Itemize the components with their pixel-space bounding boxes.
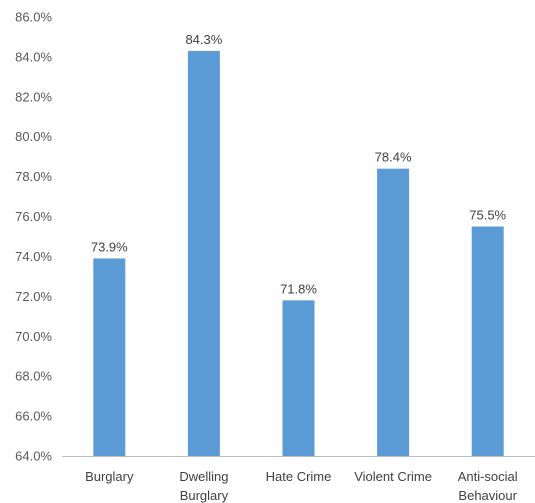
y-tick-label: 70.0% bbox=[15, 329, 52, 344]
data-label: 78.4% bbox=[375, 150, 412, 165]
bar bbox=[187, 50, 220, 456]
y-tick-label: 86.0% bbox=[15, 10, 52, 25]
y-axis: 64.0% 66.0% 68.0% 70.0% 72.0% 74.0% 76.0% 78.0%… bbox=[15, 10, 52, 464]
category-label: Burglary bbox=[85, 469, 134, 484]
y-tick-label: 80.0% bbox=[15, 129, 52, 144]
data-label: 84.3% bbox=[185, 32, 222, 47]
bar bbox=[471, 226, 504, 456]
category-labels: Burglary Dwelling Burglary Hate Crime Violen… bbox=[85, 469, 518, 503]
category-label: Violent Crime bbox=[354, 469, 432, 484]
category-label: Behaviour bbox=[458, 488, 517, 503]
y-tick-label: 82.0% bbox=[15, 89, 52, 104]
category-label: Dwelling bbox=[179, 469, 228, 484]
bars bbox=[93, 50, 504, 456]
y-tick-label: 66.0% bbox=[15, 409, 52, 424]
bar bbox=[93, 258, 126, 456]
data-label: 73.9% bbox=[91, 239, 128, 254]
y-tick-label: 64.0% bbox=[15, 449, 52, 464]
category-label: Anti-social bbox=[458, 469, 518, 484]
y-tick-label: 76.0% bbox=[15, 209, 52, 224]
y-tick-label: 84.0% bbox=[15, 49, 52, 64]
category-label: Hate Crime bbox=[266, 469, 332, 484]
data-labels: 73.9% 84.3% 71.8% 78.4% 75.5% bbox=[91, 32, 507, 296]
y-tick-label: 74.0% bbox=[15, 249, 52, 264]
data-label: 75.5% bbox=[469, 208, 506, 223]
y-tick-label: 72.0% bbox=[15, 289, 52, 304]
bar bbox=[282, 300, 315, 456]
y-tick-label: 78.0% bbox=[15, 169, 52, 184]
y-tick-label: 68.0% bbox=[15, 369, 52, 384]
bar bbox=[377, 168, 410, 456]
data-label: 71.8% bbox=[280, 281, 317, 296]
category-label: Burglary bbox=[180, 488, 229, 503]
